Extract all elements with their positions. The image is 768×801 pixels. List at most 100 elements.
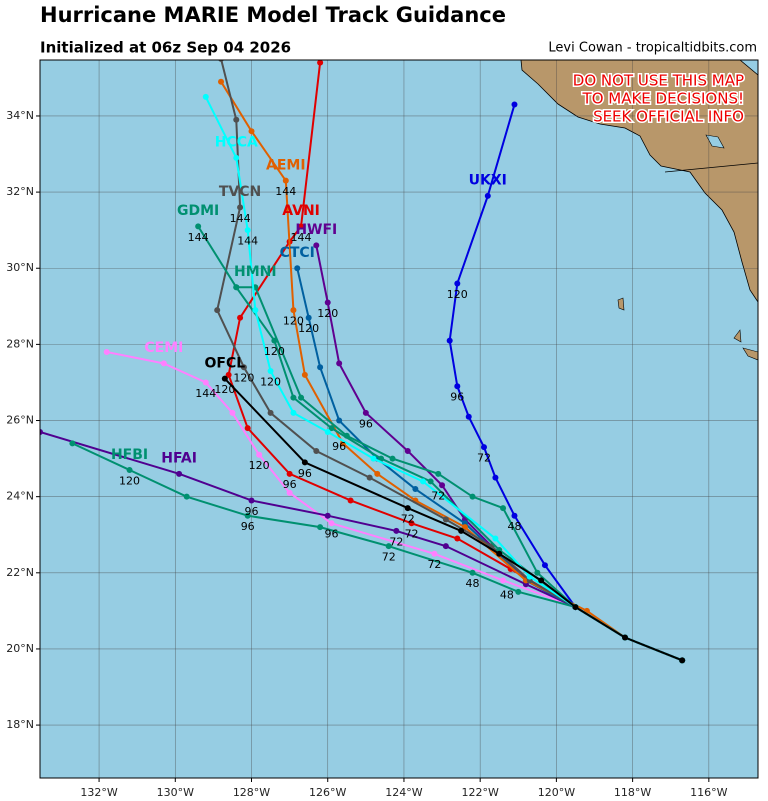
lat-tick-label: 18°N — [6, 718, 34, 731]
track-point — [160, 360, 167, 367]
track-point — [69, 440, 76, 447]
track-point — [442, 543, 449, 550]
track-point — [202, 379, 209, 386]
forecast-hour: 96 — [283, 478, 297, 491]
forecast-hour: 120 — [283, 315, 304, 328]
lat-tick-label: 28°N — [6, 337, 34, 350]
lon-tick-label: 128°W — [233, 786, 270, 799]
forecast-hour: 120 — [260, 375, 281, 388]
track-point — [538, 577, 545, 584]
forecast-hour: 96 — [450, 391, 464, 404]
forecast-hour: 48 — [507, 520, 521, 533]
track-point — [370, 455, 377, 462]
track-point — [496, 550, 503, 557]
track-point — [621, 634, 628, 641]
track-point — [324, 299, 331, 306]
track-point — [313, 447, 320, 454]
lon-tick-label: 116°W — [690, 786, 727, 799]
forecast-hour: 120 — [249, 459, 270, 472]
track-point — [500, 577, 507, 584]
lat-tick-label: 20°N — [6, 642, 34, 655]
track-point — [679, 657, 686, 664]
model-name: UKXI — [469, 173, 507, 189]
track-point — [40, 428, 43, 435]
track-point — [404, 447, 411, 454]
track-point — [469, 493, 476, 500]
track-point — [435, 470, 442, 477]
track-point — [282, 177, 289, 184]
lon-tick-label: 120°W — [538, 786, 575, 799]
track-point — [298, 394, 305, 401]
baja-california — [520, 60, 758, 303]
forecast-hour: 144 — [275, 185, 296, 198]
track-point — [385, 543, 392, 550]
forecast-hour: 120 — [264, 345, 285, 358]
track-point — [458, 527, 465, 534]
map-frame — [39, 59, 759, 779]
track-point — [412, 486, 419, 493]
forecast-hour: 72 — [401, 513, 415, 526]
track-point — [237, 204, 244, 211]
track-point — [301, 371, 308, 378]
forecast-hour: 72 — [431, 490, 445, 503]
lat-tick-label: 30°N — [6, 261, 34, 274]
forecast-hour: 96 — [325, 528, 339, 541]
track-point — [374, 470, 381, 477]
track-point — [221, 375, 228, 382]
lon-tick-label: 122°W — [461, 786, 498, 799]
track-point — [248, 497, 255, 504]
model-name: GDMI — [177, 203, 219, 219]
track-point — [484, 192, 491, 199]
track-point — [271, 337, 278, 344]
forecast-hour: 120 — [317, 307, 338, 320]
track-point — [431, 550, 438, 557]
track-point — [317, 364, 324, 371]
forecast-hour: 72 — [405, 528, 419, 541]
forecast-hour: 96 — [332, 440, 346, 453]
model-name: HFAI — [161, 451, 197, 467]
forecast-hour: 120 — [298, 322, 319, 335]
track-point — [256, 451, 263, 458]
track-point — [244, 227, 251, 234]
track-point — [195, 223, 202, 230]
model-name: OFCL — [204, 355, 245, 371]
track-point — [233, 284, 240, 291]
model-name: CTCI — [280, 245, 315, 261]
track-point — [225, 371, 232, 378]
track-point — [233, 116, 240, 123]
track-point — [378, 455, 385, 462]
track-point — [324, 512, 331, 519]
track-point — [214, 307, 221, 314]
track-point — [511, 101, 518, 108]
track-point — [362, 409, 369, 416]
lat-tick-label: 34°N — [6, 109, 34, 122]
track-point — [183, 493, 190, 500]
track-point — [469, 569, 476, 576]
track-point — [126, 467, 133, 474]
forecast-hour: 72 — [389, 535, 403, 548]
model-name: AEMI — [266, 157, 306, 173]
track-point — [420, 478, 427, 485]
forecast-hour: 120 — [447, 288, 468, 301]
track-point — [103, 348, 110, 355]
model-name: HCCA — [215, 135, 258, 151]
forecast-hour: 144 — [230, 212, 251, 225]
track-point — [393, 527, 400, 534]
track-point — [572, 604, 579, 611]
warning-line: SEEK OFFICIAL INFO — [593, 108, 744, 126]
track-point — [237, 314, 244, 321]
model-name: HMNI — [234, 264, 277, 280]
track-point — [313, 242, 320, 249]
track-point — [366, 474, 373, 481]
credit: Levi Cowan - tropicaltidbits.com — [548, 41, 757, 56]
track-point — [408, 520, 415, 527]
land — [520, 60, 758, 361]
track-point — [465, 413, 472, 420]
track-point — [328, 425, 335, 432]
forecast-hour: 144 — [237, 235, 258, 248]
track-point — [218, 78, 225, 85]
track-point — [286, 470, 293, 477]
forecast-hour: 72 — [427, 558, 441, 571]
forecast-hour: 120 — [233, 372, 254, 385]
track-point — [202, 93, 209, 100]
